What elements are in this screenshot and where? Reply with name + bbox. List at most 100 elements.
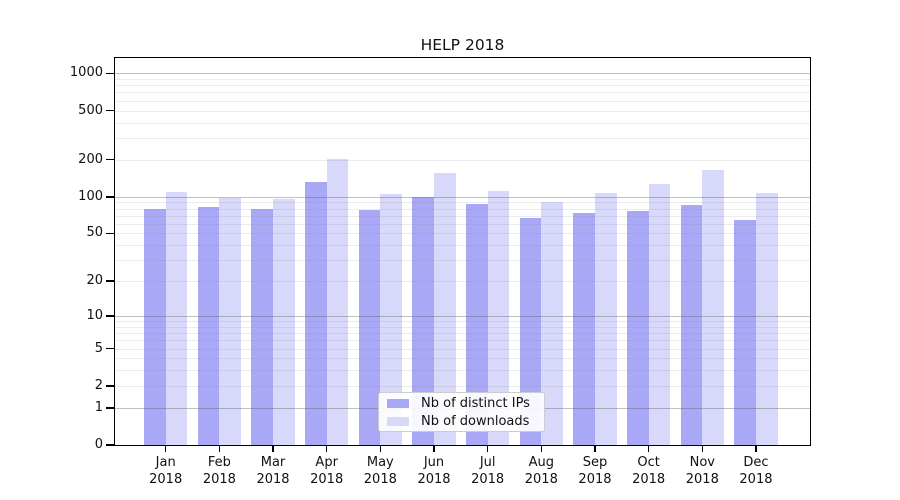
gridline-minor (115, 100, 810, 102)
gridline-minor (115, 326, 810, 328)
x-tick-label-jul: Jul 2018 (458, 454, 518, 488)
x-tick-mark (540, 445, 543, 452)
x-tick-label-dec: Dec 2018 (726, 454, 786, 488)
x-tick-mark (755, 445, 757, 452)
bar-nb-of-downloads-aug (541, 201, 563, 445)
bar-nb-of-downloads-oct (648, 184, 671, 445)
bar-nb-of-downloads-sep (594, 192, 617, 445)
gridline-minor (115, 85, 810, 87)
x-tick-month: Apr (315, 455, 338, 470)
y-tick-mark (106, 109, 114, 112)
legend: Nb of distinct IPs Nb of downloads (378, 392, 545, 432)
y-tick-mark (106, 444, 114, 446)
y-tick-label: 20 (86, 273, 103, 289)
bar-nb-of-distinct-ips-jul (466, 203, 488, 445)
chart-title: HELP 2018 (420, 36, 505, 54)
gridline-minor (115, 202, 810, 204)
bar-nb-of-distinct-ips-sep (573, 213, 595, 445)
bar-nb-of-downloads-feb (219, 197, 241, 445)
gridline-major (115, 73, 810, 75)
x-tick-year: 2018 (685, 472, 719, 487)
bar-nb-of-distinct-ips-feb (197, 206, 220, 445)
x-tick-mark (272, 445, 274, 452)
y-tick-mark (106, 232, 114, 235)
x-tick-year: 2018 (578, 472, 612, 487)
y-tick-mark (106, 406, 114, 409)
bar-nb-of-downloads-jun (434, 172, 456, 445)
bar-nb-of-distinct-ips-dec (734, 219, 756, 445)
bar-nb-of-distinct-ips-aug (519, 217, 542, 445)
x-tick-label-may: May 2018 (350, 454, 410, 488)
y-tick-label: 100 (78, 188, 103, 204)
y-tick-mark (106, 315, 114, 317)
x-tick-year: 2018 (471, 472, 505, 487)
y-tick-mark (106, 280, 114, 282)
gridline-minor (115, 333, 810, 335)
bar-nb-of-downloads-mar (273, 199, 295, 445)
x-tick-month: Oct (637, 455, 660, 470)
x-tick-label-oct: Oct 2018 (619, 454, 679, 488)
x-tick-month: Nov (689, 455, 715, 470)
x-tick-month: Mar (260, 455, 286, 470)
bar-nb-of-downloads-nov (702, 169, 724, 445)
gridline-minor (115, 233, 810, 235)
gridline-minor (115, 208, 810, 210)
gridline-minor (115, 110, 810, 112)
x-tick-month: Aug (528, 455, 554, 470)
bar-nb-of-downloads-jul (487, 191, 510, 445)
x-tick-mark (701, 445, 704, 452)
y-tick-label: 1000 (69, 65, 103, 81)
x-tick-mark (594, 445, 596, 452)
x-tick-label-sep: Sep 2018 (565, 454, 625, 488)
x-tick-month: May (366, 455, 394, 470)
gridline-minor (115, 321, 810, 323)
gridline-major (115, 315, 810, 317)
y-tick-label: 500 (78, 102, 103, 118)
gridline-minor (115, 260, 810, 262)
x-tick-year: 2018 (149, 472, 183, 487)
x-tick-year: 2018 (739, 472, 773, 487)
gridline-minor (115, 159, 810, 161)
bar-nb-of-downloads-dec (755, 193, 778, 445)
bar-nb-of-distinct-ips-apr (305, 182, 327, 445)
gridline-minor (115, 78, 810, 80)
bar-nb-of-distinct-ips-mar (251, 208, 273, 445)
x-tick-month: Sep (582, 455, 608, 470)
legend-swatch-nb-of-downloads (387, 416, 409, 426)
bar-nb-of-downloads-apr (326, 158, 349, 445)
bar-nb-of-distinct-ips-jun (412, 196, 434, 445)
x-tick-year: 2018 (202, 472, 236, 487)
y-tick-label: 10 (86, 307, 103, 323)
x-tick-year: 2018 (632, 472, 666, 487)
x-tick-label-jun: Jun 2018 (404, 454, 464, 488)
y-tick-mark (106, 347, 114, 350)
x-tick-label-feb: Feb 2018 (189, 454, 249, 488)
y-tick-mark (106, 158, 114, 161)
y-tick-mark (106, 195, 114, 198)
gridline-minor (115, 137, 810, 139)
x-tick-label-apr: Apr 2018 (297, 454, 357, 488)
bar-nb-of-downloads-may (380, 194, 402, 445)
gridline-minor (115, 215, 810, 217)
y-tick-label: 0 (94, 437, 103, 452)
x-tick-month: Dec (743, 455, 769, 470)
y-tick-label: 1 (94, 399, 103, 415)
x-tick-mark (325, 445, 328, 452)
x-tick-mark (218, 445, 221, 452)
legend-label: Nb of downloads (421, 413, 530, 429)
x-tick-year: 2018 (363, 472, 397, 487)
x-tick-year: 2018 (417, 472, 451, 487)
x-tick-year: 2018 (310, 472, 344, 487)
y-tick-label: 200 (78, 151, 103, 167)
bar-nb-of-distinct-ips-nov (680, 205, 703, 445)
gridline-minor (115, 281, 810, 283)
gridline-minor (115, 348, 810, 350)
legend-swatch-nb-of-distinct-ips (387, 398, 409, 408)
x-tick-mark (647, 445, 650, 452)
gridline-major (115, 196, 810, 198)
x-tick-month: Jun (423, 455, 445, 470)
x-tick-label-nov: Nov 2018 (672, 454, 732, 488)
plot-area: 1000 500 200 100 50 20 10 5 2 1 0 Jan 2018 Feb 2018 Ma… (70, 57, 811, 487)
y-tick-mark (106, 385, 114, 387)
